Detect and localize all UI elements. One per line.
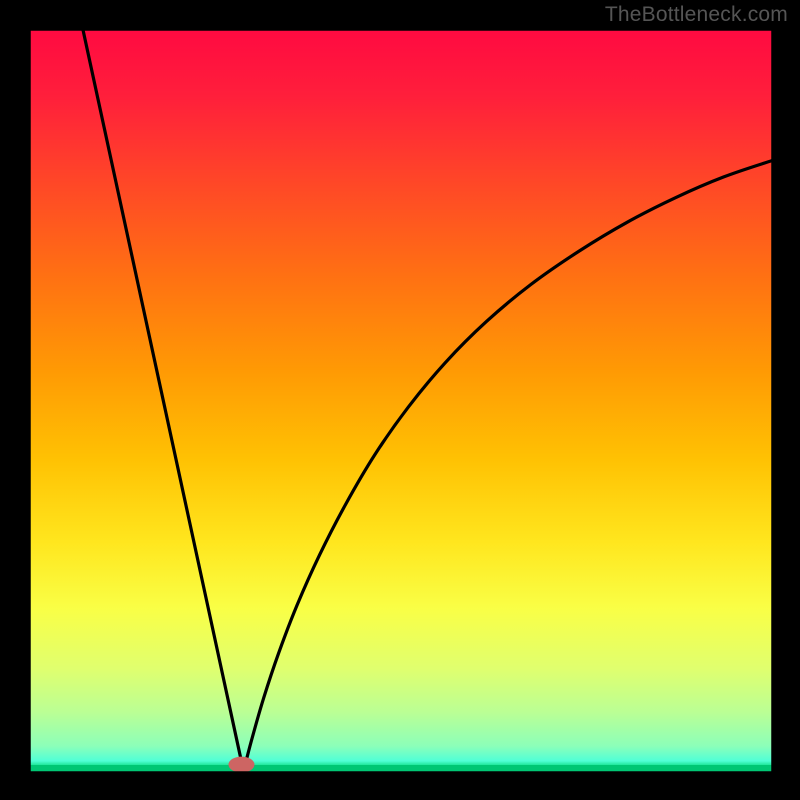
plot-bottom-strip xyxy=(30,765,772,772)
notch-marker xyxy=(228,757,254,773)
plot-background xyxy=(30,30,772,772)
chart-svg xyxy=(0,0,800,800)
watermark-text: TheBottleneck.com xyxy=(605,3,788,27)
